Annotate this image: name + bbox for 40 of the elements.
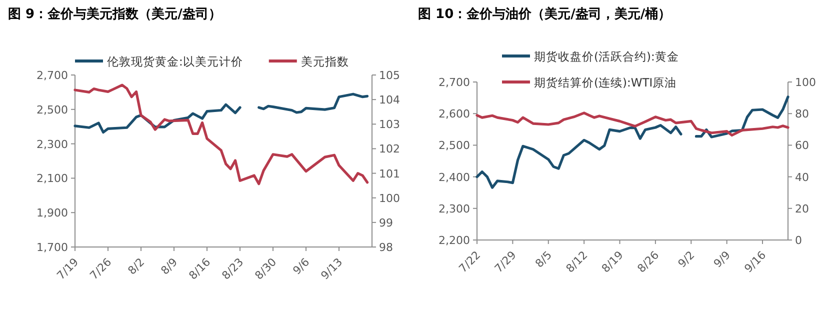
- legend-label: 美元指数: [300, 54, 349, 68]
- y-tick-label: 2,300: [438, 202, 470, 216]
- y2-tick-label: 102: [379, 142, 400, 156]
- y-tick-label: 1,900: [36, 206, 68, 220]
- legend-label: 期货结算价(连续):WTI原油: [534, 76, 677, 90]
- y2-tick-label: 98: [379, 241, 393, 254]
- y2-tick-label: 101: [379, 167, 400, 180]
- y-tick-label: 2,400: [438, 170, 470, 184]
- chart-title: 图 10：金价与油价（美元/盎司，美元/桶）: [418, 6, 672, 22]
- x-tick-label: 8/9: [158, 256, 180, 278]
- y-tick-label: 1,700: [36, 241, 68, 254]
- chart-title: 图 9：金价与美元指数（美元/盎司）: [8, 6, 222, 22]
- x-tick-label: 8/2: [125, 256, 148, 278]
- x-tick-label: 9/2: [676, 248, 698, 270]
- line-series: [476, 112, 790, 137]
- x-tick-label: 8/5: [532, 248, 554, 270]
- y2-tick-label: 100: [379, 192, 400, 205]
- y2-tick-label: 105: [379, 69, 400, 82]
- y-tick-label: 2,700: [36, 69, 68, 82]
- y-tick-label: 2,500: [36, 103, 68, 116]
- y-tick-label: 2,200: [438, 234, 470, 247]
- y2-tick-label: 104: [379, 94, 400, 107]
- legend-label: 期货收盘价(活跃合约):黄金: [534, 50, 679, 64]
- y-tick-label: 2,100: [36, 172, 68, 186]
- x-tick-label: 9/6: [290, 256, 312, 278]
- x-tick-label: 9/9: [711, 248, 733, 270]
- y2-tick-label: 60: [795, 139, 809, 152]
- legend-label: 伦敦现货黄金:以美元计价: [107, 54, 243, 68]
- y2-tick-label: 99: [379, 216, 393, 230]
- y-tick-label: 2,300: [36, 138, 68, 151]
- y2-tick-label: 103: [379, 118, 400, 132]
- y-tick-label: 2,700: [438, 76, 470, 89]
- y-tick-label: 2,600: [438, 108, 470, 121]
- y2-tick-label: 20: [795, 202, 809, 216]
- y-tick-label: 2,500: [438, 139, 470, 152]
- y2-tick-label: 80: [795, 108, 809, 121]
- y2-tick-label: 0: [795, 234, 802, 247]
- line-series: [74, 84, 369, 186]
- y2-tick-label: 100: [795, 76, 816, 89]
- y2-tick-label: 40: [795, 170, 809, 184]
